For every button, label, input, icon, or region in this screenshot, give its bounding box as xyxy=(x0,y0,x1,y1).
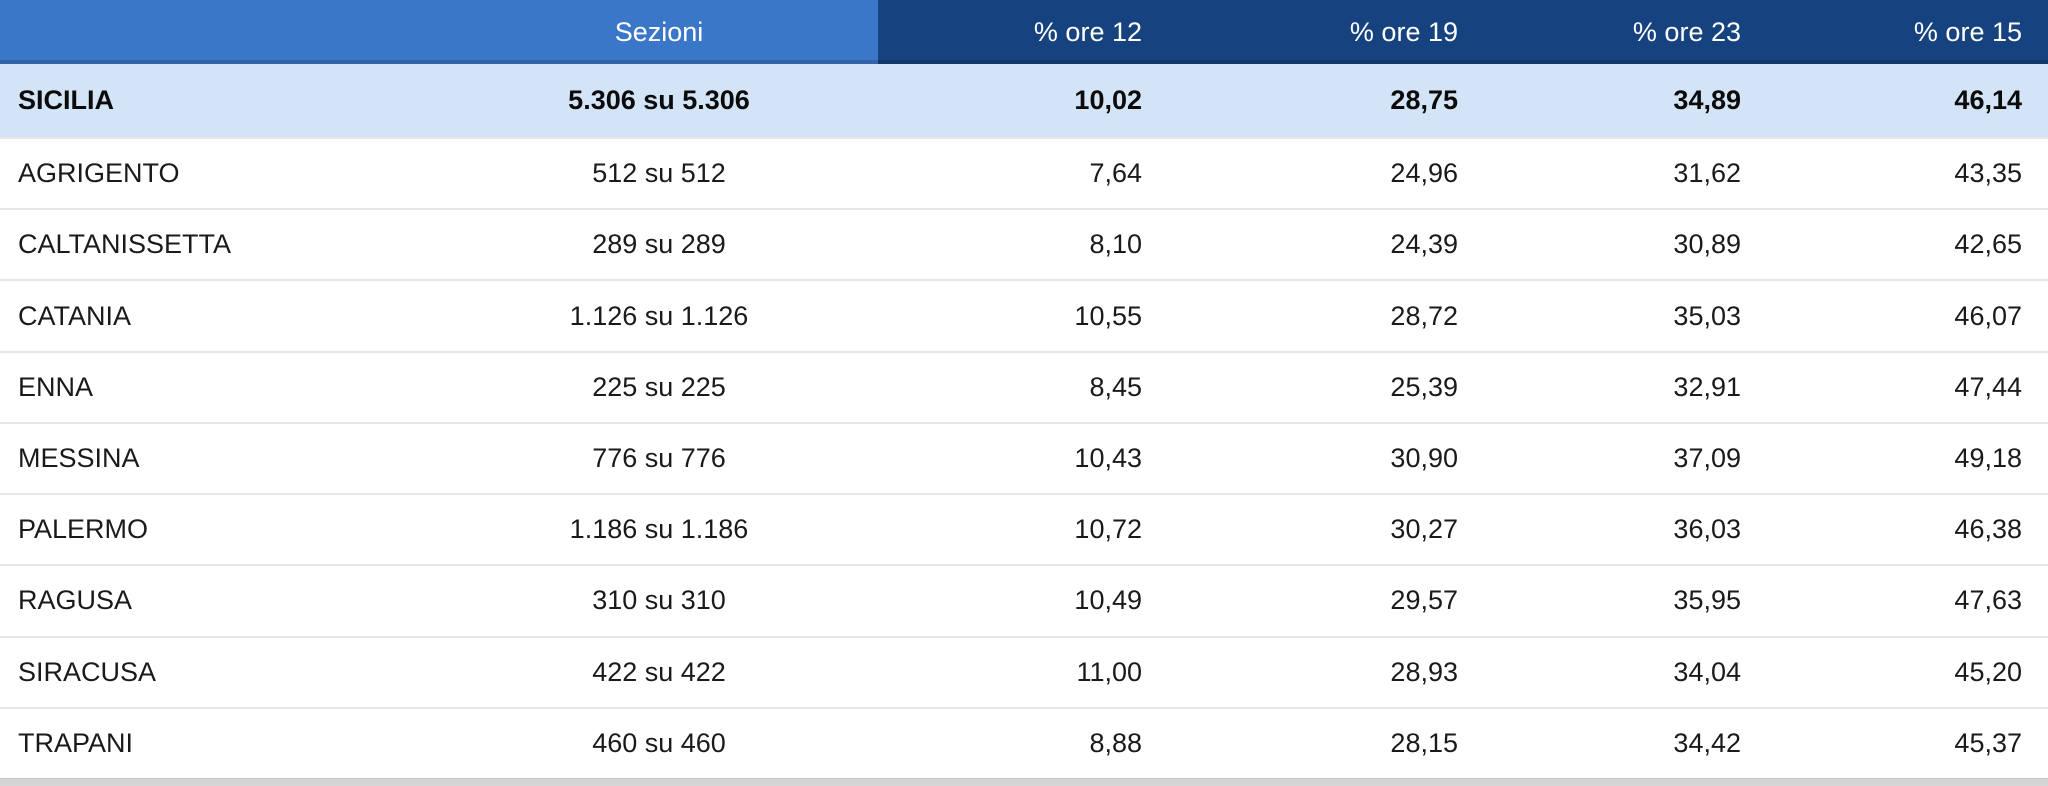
ore19-value: 28,72 xyxy=(1390,300,1458,331)
column-header-ore-15: % ore 15 xyxy=(1767,0,2048,64)
column-header-ore-23: % ore 23 xyxy=(1484,0,1767,64)
ore19-value: 24,96 xyxy=(1390,158,1458,189)
territory-link[interactable]: PALERMO xyxy=(18,514,149,545)
sezioni-value: 310 su 310 xyxy=(592,585,726,616)
sezioni-value: 1.126 su 1.126 xyxy=(569,300,749,331)
ore15-value: 47,44 xyxy=(1954,371,2022,402)
ore12-value: 7,64 xyxy=(1089,158,1142,189)
ore23-value: 30,89 xyxy=(1673,229,1741,260)
territory-link[interactable]: ENNA xyxy=(18,371,94,402)
ore15-value: 46,07 xyxy=(1954,300,2022,331)
territory-link[interactable]: SIRACUSA xyxy=(18,656,157,687)
ore15-value: 42,65 xyxy=(1954,229,2022,260)
sezioni-value: 5.306 su 5.306 xyxy=(568,85,750,115)
table-row-ragusa[interactable]: RAGUSA 310 su 310 10,49 29,57 35,95 47,6… xyxy=(0,564,2048,636)
table-row-siracusa[interactable]: SIRACUSA 422 su 422 11,00 28,93 34,04 45… xyxy=(0,635,2048,707)
territory-link[interactable]: MESSINA xyxy=(18,442,140,473)
ore23-value: 34,42 xyxy=(1673,727,1741,758)
table-header-row: Sezioni % ore 12 % ore 19 % ore 23 % ore… xyxy=(0,0,2048,64)
territory-link[interactable]: RAGUSA xyxy=(18,585,133,616)
ore15-value: 45,37 xyxy=(1954,727,2022,758)
ore12-value: 10,49 xyxy=(1074,585,1142,616)
sezioni-value: 1.186 su 1.186 xyxy=(569,514,749,545)
territory-link[interactable]: CATANIA xyxy=(18,300,132,331)
ore15-value: 47,63 xyxy=(1954,585,2022,616)
sezioni-value: 289 su 289 xyxy=(592,229,726,260)
ore15-value: 46,14 xyxy=(1954,85,2022,115)
ore19-value: 24,39 xyxy=(1390,229,1458,260)
ore19-value: 28,93 xyxy=(1390,656,1458,687)
sezioni-value: 512 su 512 xyxy=(592,158,726,189)
ore23-value: 35,95 xyxy=(1673,585,1741,616)
sezioni-value: 422 su 422 xyxy=(592,656,726,687)
ore19-value: 28,15 xyxy=(1390,727,1458,758)
ore23-value: 31,62 xyxy=(1673,158,1741,189)
ore19-value: 25,39 xyxy=(1390,371,1458,402)
sezioni-value: 776 su 776 xyxy=(592,442,726,473)
ore12-value: 10,43 xyxy=(1074,442,1142,473)
column-header-ore-19: % ore 19 xyxy=(1168,0,1484,64)
ore15-value: 46,38 xyxy=(1954,514,2022,545)
ore19-value: 29,57 xyxy=(1390,585,1458,616)
ore12-value: 8,10 xyxy=(1089,229,1142,260)
ore23-value: 34,04 xyxy=(1673,656,1741,687)
column-header-territory xyxy=(0,0,440,64)
table-bottom-border xyxy=(0,777,2048,786)
ore12-value: 10,55 xyxy=(1074,300,1142,331)
ore12-value: 10,72 xyxy=(1074,514,1142,545)
ore12-value: 8,88 xyxy=(1089,727,1142,758)
column-header-ore-12: % ore 12 xyxy=(878,0,1168,64)
ore12-value: 8,45 xyxy=(1089,371,1142,402)
ore12-value: 10,02 xyxy=(1074,85,1142,115)
ore23-value: 32,91 xyxy=(1673,371,1741,402)
ore23-value: 34,89 xyxy=(1673,85,1741,115)
territory-link[interactable]: TRAPANI xyxy=(18,727,134,758)
ore15-value: 49,18 xyxy=(1954,442,2022,473)
sezioni-value: 460 su 460 xyxy=(592,727,726,758)
table-row-catania[interactable]: CATANIA 1.126 su 1.126 10,55 28,72 35,03… xyxy=(0,279,2048,351)
ore19-value: 30,90 xyxy=(1390,442,1458,473)
ore15-value: 45,20 xyxy=(1954,656,2022,687)
table-row-enna[interactable]: ENNA 225 su 225 8,45 25,39 32,91 47,44 xyxy=(0,350,2048,422)
table-row-caltanissetta[interactable]: CALTANISSETTA 289 su 289 8,10 24,39 30,8… xyxy=(0,208,2048,280)
table-row-palermo[interactable]: PALERMO 1.186 su 1.186 10,72 30,27 36,03… xyxy=(0,493,2048,565)
ore19-value: 30,27 xyxy=(1390,514,1458,545)
ore15-value: 43,35 xyxy=(1954,158,2022,189)
ore19-value: 28,75 xyxy=(1390,85,1458,115)
territory-link[interactable]: AGRIGENTO xyxy=(18,158,180,189)
table-row-messina[interactable]: MESSINA 776 su 776 10,43 30,90 37,09 49,… xyxy=(0,421,2048,494)
ore23-value: 36,03 xyxy=(1673,514,1741,545)
ore23-value: 35,03 xyxy=(1673,300,1741,331)
table-row-trapani[interactable]: TRAPANI 460 su 460 8,88 28,15 34,42 45,3… xyxy=(0,706,2048,778)
territory-name: SICILIA xyxy=(18,85,115,115)
sezioni-value: 225 su 225 xyxy=(592,371,726,402)
table-row-agrigento[interactable]: AGRIGENTO 512 su 512 7,64 24,96 31,62 43… xyxy=(0,137,2048,209)
summary-row-sicilia: SICILIA 5.306 su 5.306 10,02 28,75 34,89… xyxy=(0,64,2048,137)
column-header-sezioni: Sezioni xyxy=(440,0,878,64)
ore23-value: 37,09 xyxy=(1673,442,1741,473)
territory-link[interactable]: CALTANISSETTA xyxy=(18,229,232,260)
ore12-value: 11,00 xyxy=(1076,656,1142,687)
